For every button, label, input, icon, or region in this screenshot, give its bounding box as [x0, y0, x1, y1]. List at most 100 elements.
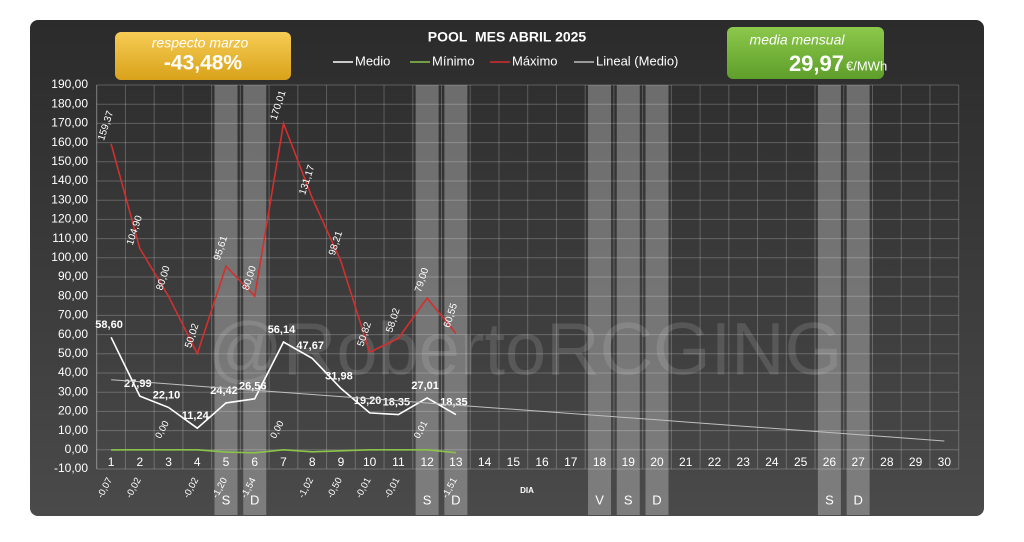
x-tick-label: 30	[938, 455, 952, 469]
y-tick-label: 40,00	[58, 365, 88, 379]
x-tick-label: 16	[535, 455, 549, 469]
x-tick-label: 21	[679, 455, 693, 469]
x-tick-label: 10	[363, 455, 377, 469]
x-tick-label: 4	[194, 455, 201, 469]
x-tick-label: 24	[765, 455, 779, 469]
x-tick-label: 1	[108, 455, 115, 469]
data-label: 27,01	[411, 380, 439, 392]
weekend-band	[645, 85, 669, 515]
average-value: 29,97	[789, 51, 844, 76]
panel	[30, 20, 984, 516]
x-tick-label: 23	[737, 455, 751, 469]
change-caption: respecto marzo	[152, 35, 249, 51]
y-tick-label: 160,00	[51, 135, 88, 149]
weekend-label: S	[825, 492, 834, 507]
x-tick-label: 13	[449, 455, 463, 469]
weekend-label: D	[652, 492, 661, 507]
series-line	[111, 379, 945, 442]
x-tick-label: 17	[564, 455, 578, 469]
data-label: 19,20	[354, 395, 382, 407]
change-value: -43,48%	[164, 52, 243, 75]
weekend-label: V	[595, 492, 604, 507]
weekend-band	[243, 85, 267, 515]
weekend-band	[415, 85, 439, 515]
y-tick-label: 120,00	[51, 212, 88, 226]
y-tick-label: 150,00	[51, 154, 88, 168]
legend-label: Medio	[355, 53, 390, 68]
x-tick-label: 14	[478, 455, 492, 469]
data-label: 24,42	[210, 385, 238, 397]
watermark: @RobertoRCGING	[208, 308, 842, 391]
x-tick-label: 11	[392, 455, 405, 469]
x-tick-label: 20	[650, 455, 664, 469]
x-tick-label: 26	[823, 455, 837, 469]
legend-label: Mínimo	[432, 53, 475, 68]
x-tick-label: 9	[338, 455, 345, 469]
x-tick-label: 5	[223, 455, 230, 469]
y-tick-label: 20,00	[58, 404, 88, 418]
data-label: 27,99	[124, 378, 152, 390]
weekend-label: S	[423, 492, 432, 507]
weekend-band	[444, 85, 468, 515]
x-tick-label: 6	[251, 455, 258, 469]
y-tick-label: 140,00	[51, 173, 88, 187]
y-tick-label: 50,00	[58, 346, 88, 360]
x-tick-label: 8	[309, 455, 316, 469]
x-tick-label: 28	[880, 455, 894, 469]
weekend-label: D	[250, 492, 259, 507]
y-tick-label: 100,00	[51, 250, 88, 264]
data-label: 58,60	[95, 319, 123, 331]
y-tick-label: 130,00	[51, 192, 88, 206]
weekend-band	[214, 85, 238, 515]
y-tick-label: 190,00	[51, 77, 88, 91]
chart-title: POOL MES ABRIL 2025	[428, 29, 587, 45]
x-tick-label: 19	[622, 455, 636, 469]
y-tick-label: 10,00	[58, 423, 88, 437]
y-tick-label: 170,00	[51, 116, 88, 130]
data-label: 47,67	[296, 340, 324, 352]
series-line	[110, 336, 457, 430]
y-tick-label: 70,00	[58, 308, 88, 322]
y-tick-label: 0,00	[65, 442, 89, 456]
x-axis-title: DIA	[520, 486, 534, 495]
x-tick-label: 2	[136, 455, 143, 469]
data-label: 18,35	[383, 396, 411, 408]
average-unit: €/MWh	[846, 58, 887, 73]
weekend-label: D	[853, 492, 862, 507]
x-tick-label: 18	[593, 455, 607, 469]
weekend-band	[588, 85, 612, 515]
weekend-band	[616, 85, 640, 515]
x-tick-label: 25	[794, 455, 808, 469]
series-line	[111, 448, 456, 454]
average-box	[727, 27, 884, 79]
x-tick-label: 15	[507, 455, 521, 469]
series-line	[110, 120, 457, 356]
data-label: 31,98	[325, 370, 353, 382]
x-tick-label: 7	[280, 455, 287, 469]
data-label: 18,35	[440, 396, 468, 408]
weekend-label: S	[624, 492, 633, 507]
x-tick-label: 22	[708, 455, 722, 469]
change-box	[115, 32, 291, 80]
data-label: 22,10	[153, 389, 181, 401]
legend-label: Máximo	[512, 53, 558, 68]
y-tick-label: 60,00	[58, 327, 88, 341]
y-tick-label: -10,00	[54, 461, 88, 475]
data-label: 11,24	[182, 410, 210, 422]
x-tick-label: 27	[851, 455, 865, 469]
y-tick-label: 180,00	[51, 96, 88, 110]
y-tick-label: 30,00	[58, 384, 88, 398]
weekend-label: D	[451, 492, 460, 507]
weekend-label: S	[222, 492, 231, 507]
y-tick-label: 90,00	[58, 269, 88, 283]
data-label: 56,14	[268, 324, 296, 336]
x-tick-label: 29	[909, 455, 923, 469]
y-tick-label: 80,00	[58, 288, 88, 302]
legend-label: Lineal (Medio)	[596, 53, 678, 68]
average-caption: media mensual	[750, 32, 846, 48]
x-tick-label: 3	[165, 455, 172, 469]
x-tick-label: 12	[420, 455, 434, 469]
weekend-band	[817, 85, 841, 515]
weekend-band	[846, 85, 870, 515]
